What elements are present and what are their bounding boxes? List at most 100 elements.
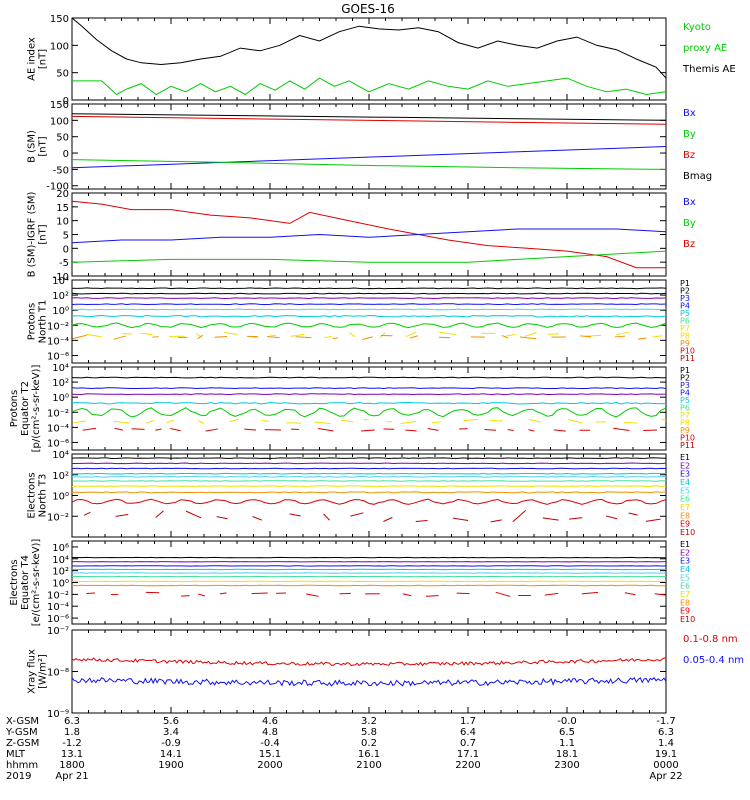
- ephemeris-value: 1.7: [460, 716, 476, 727]
- y-axis-title: Protons: [9, 390, 20, 427]
- panel-bigrf: -10 -5 0 5 10 15 20 B (SM)-IGRF (SM) [nT] Bx By Bz: [27, 189, 696, 283]
- series-line: [71, 676, 667, 687]
- series-segment: [431, 421, 442, 424]
- legend-entry: E5: [680, 486, 690, 495]
- y-axis-title: Electrons: [9, 559, 20, 605]
- y-tick-label: 10⁴: [52, 450, 69, 461]
- series-segment: [501, 334, 509, 339]
- series-segment: [86, 592, 96, 595]
- ephemeris-value: -1.7: [656, 716, 676, 727]
- legend-entry: E6: [680, 582, 690, 591]
- legend-entry: P6: [680, 317, 690, 326]
- legend-entry: By: [683, 129, 696, 140]
- panel-ae: 0 50 100 150 AE index [nT] Kyoto proxy AE Themis…: [27, 14, 736, 107]
- figure-title: GOES-16: [341, 2, 395, 16]
- series-segment: [628, 512, 638, 516]
- series-segment: [409, 335, 419, 339]
- ephemeris-value: 6.4: [460, 727, 476, 738]
- y-tick-label: 10⁻⁶: [47, 614, 69, 625]
- series-line: [72, 462, 667, 465]
- y-axis-title: North T1: [38, 300, 49, 344]
- y-tick-label: 50: [56, 69, 69, 80]
- series-line: [71, 200, 666, 269]
- series-segment: [323, 513, 330, 521]
- y-tick-label: 10²: [52, 471, 69, 482]
- y-axis-title: [nT]: [38, 136, 49, 156]
- ephemeris-value: 3.2: [361, 716, 377, 727]
- series-segment: [72, 334, 87, 340]
- series-segment: [439, 336, 451, 339]
- y-tick-label: 10⁻²: [47, 512, 69, 523]
- y-tick-label: 10⁻⁷: [47, 626, 69, 637]
- ephemeris-value: 16.1: [358, 749, 380, 760]
- ephemeris-value: 1900: [158, 760, 183, 771]
- panel-p_equator: 10⁻⁶ 10⁻⁴ 10⁻² 10⁰ 10² 10⁴ Protons Equator T2 [p…: [9, 363, 695, 452]
- legend-entry: P10: [680, 347, 695, 356]
- y-tick-label: 10⁻⁶: [47, 438, 69, 449]
- series-line: [71, 657, 667, 667]
- ephemeris-row-label: Z-GSM: [6, 738, 39, 749]
- legend-entry: P9: [680, 339, 690, 348]
- series-segment: [456, 592, 470, 595]
- y-axis-title: Protons: [27, 303, 38, 340]
- legend-entry: E8: [680, 511, 690, 520]
- legend-entry: E9: [680, 520, 690, 529]
- series-segment: [318, 428, 334, 432]
- series-segment: [155, 428, 162, 431]
- ephemeris-value: Apr 21: [55, 771, 88, 782]
- y-axis-title: [nT]: [38, 49, 49, 69]
- series-segment: [489, 419, 503, 422]
- series-line: [71, 115, 667, 125]
- series-segment: [362, 336, 373, 340]
- panel-xray: 10⁻⁹ 10⁻⁸ 10⁻⁷ Xray flux [W/m²] 0.1-0.8 nm 0.0…: [27, 626, 745, 720]
- series-line: [72, 475, 666, 478]
- series-segment: [613, 427, 630, 432]
- y-tick-label: -5: [59, 258, 69, 269]
- legend-entry: P2: [680, 374, 690, 383]
- ephemeris-value: 14.1: [160, 749, 182, 760]
- legend-entry: P11: [680, 354, 695, 363]
- legend-entry: E10: [680, 528, 695, 537]
- legend-entry: P9: [680, 426, 690, 435]
- series-segment: [580, 335, 592, 338]
- legend-entry: P4: [680, 389, 690, 398]
- panel-p_north: 10⁻⁶ 10⁻⁴ 10⁻² 10⁰ 10² 10⁴ Protons North T1 P1P2…: [27, 276, 695, 364]
- series-line: [71, 457, 667, 460]
- y-tick-label: 0: [63, 96, 69, 107]
- y-tick-label: 10²: [52, 378, 69, 389]
- series-segment: [405, 331, 417, 338]
- series-segment: [507, 429, 514, 431]
- ephemeris-value: -0.9: [161, 738, 181, 749]
- legend-entry: Bmag: [683, 171, 712, 182]
- y-tick-label: 20: [56, 189, 69, 200]
- series-segment: [528, 429, 535, 432]
- ephemeris-value: 0000: [653, 760, 678, 771]
- ephemeris-value: 3.4: [163, 727, 179, 738]
- series-segment: [113, 335, 127, 340]
- legend-entry: P4: [680, 302, 690, 311]
- ephemeris-row-label: 2019: [6, 771, 31, 782]
- y-tick-label: -100: [46, 182, 69, 193]
- series-segment: [145, 419, 155, 424]
- series-line: [71, 292, 667, 295]
- y-tick-label: 10: [56, 217, 69, 228]
- series-line: [71, 393, 667, 396]
- legend-entry: Themis AE: [682, 64, 736, 75]
- y-axis-title: [nT]: [38, 224, 49, 244]
- series-line: [71, 376, 667, 379]
- ephemeris-value: 13.1: [61, 749, 83, 760]
- y-tick-label: 10⁴: [52, 276, 69, 287]
- series-line: [72, 77, 667, 96]
- series-segment: [553, 429, 566, 432]
- series-segment: [197, 420, 205, 424]
- series-segment: [72, 420, 87, 424]
- ephemeris-value: 5.8: [361, 727, 377, 738]
- y-axis-title: B (SM)-IGRF (SM): [27, 192, 38, 278]
- legend-entry: By: [683, 218, 696, 229]
- series-line: [71, 407, 667, 418]
- y-tick-label: 100: [50, 41, 69, 52]
- legend-entry: Bz: [683, 150, 695, 161]
- series-segment: [170, 427, 181, 432]
- panel-frame: [71, 192, 667, 277]
